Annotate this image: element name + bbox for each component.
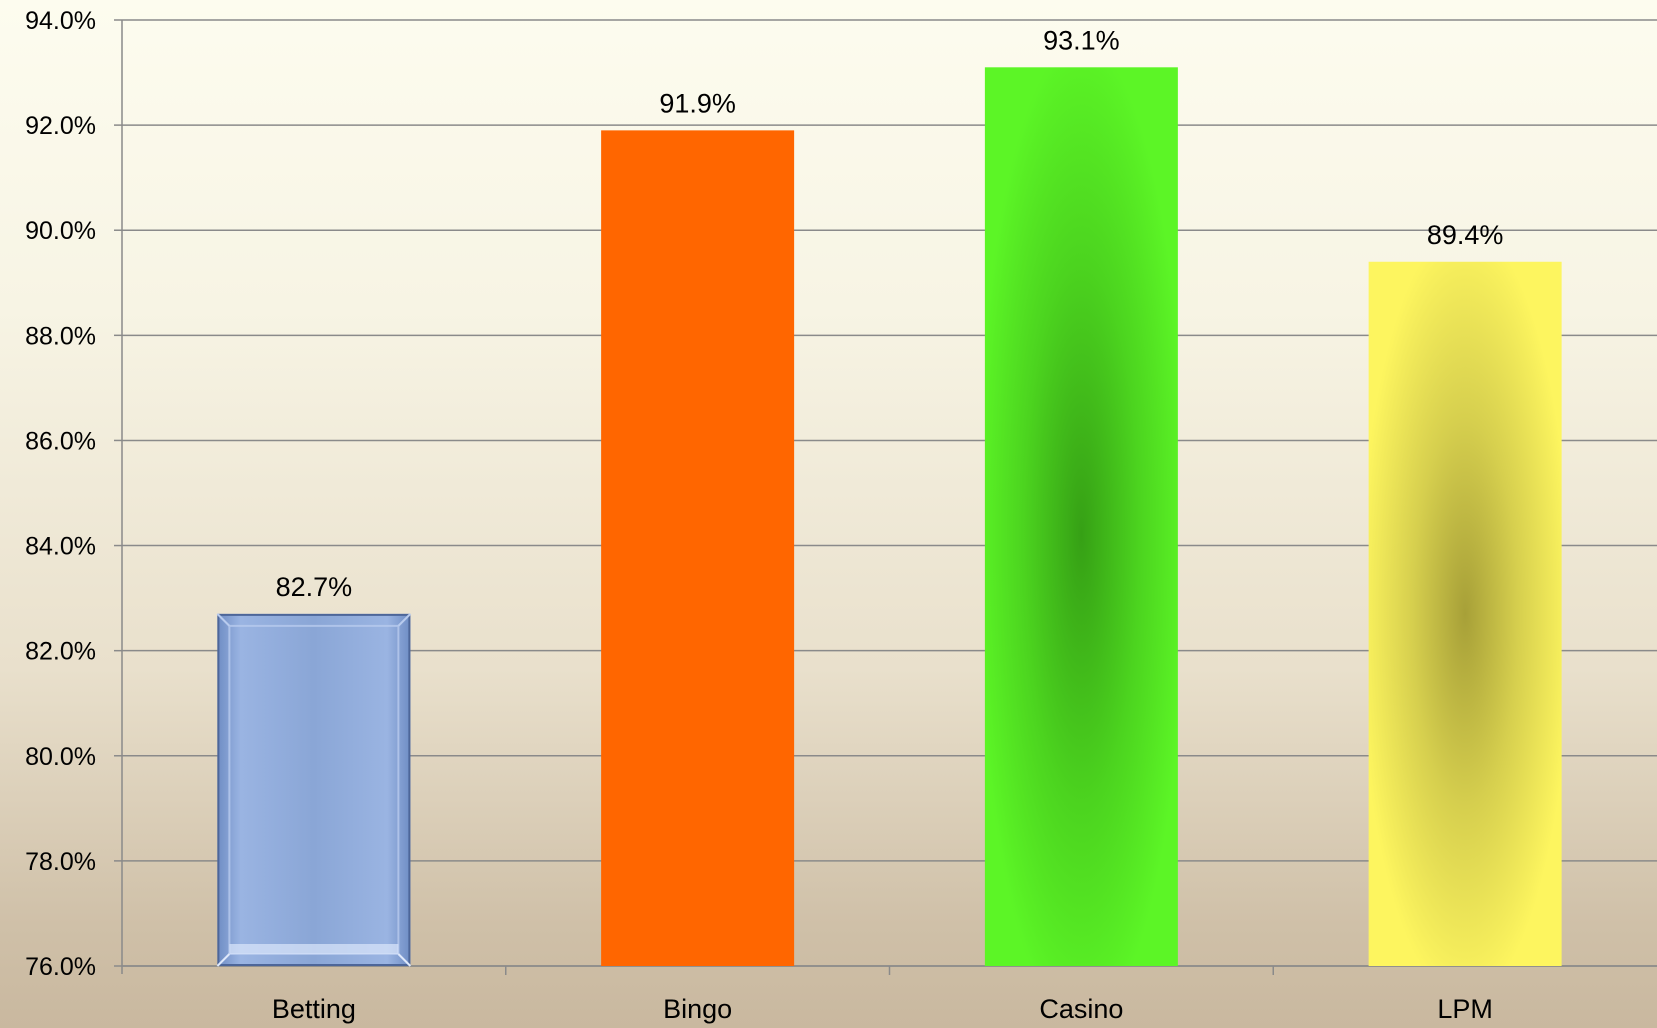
data-label-bingo: 91.9% <box>659 88 736 118</box>
y-tick-label: 80.0% <box>25 743 96 771</box>
bar-betting <box>217 613 411 966</box>
x-tick-label-betting: Betting <box>272 994 356 1024</box>
x-tick-label-lpm: LPM <box>1437 994 1493 1024</box>
y-tick-label: 94.0% <box>25 7 96 35</box>
data-label-casino: 93.1% <box>1043 25 1120 55</box>
x-tick-label-bingo: Bingo <box>663 994 732 1024</box>
bar-betting-bevel-corner <box>397 613 412 627</box>
y-tick-label: 76.0% <box>25 953 96 981</box>
bar-bingo <box>601 130 795 966</box>
bar-betting-bevel-corner <box>397 953 412 967</box>
bar-betting-bevel-corner <box>216 613 231 627</box>
y-tick-label: 78.0% <box>25 848 96 876</box>
bar-betting-border <box>217 613 411 967</box>
y-tick-label: 84.0% <box>25 533 96 561</box>
data-label-lpm: 89.4% <box>1427 220 1504 250</box>
y-tick-label: 90.0% <box>25 217 96 245</box>
y-tick-label: 88.0% <box>25 322 96 350</box>
y-tick-label: 86.0% <box>25 427 96 455</box>
bar-betting-bevel-corner <box>216 953 231 967</box>
bar-casino <box>984 67 1178 967</box>
labels: 76.0% 78.0% 80.0% 82.0% 84.0% 86.0% 88.0% 90.0%… <box>25 7 1503 1024</box>
bar-betting-highlight <box>229 944 399 954</box>
bars <box>216 67 1562 967</box>
y-tick-label: 82.0% <box>25 638 96 666</box>
data-label-betting: 82.7% <box>276 572 353 602</box>
bar-lpm <box>1368 261 1562 966</box>
y-tick-label: 92.0% <box>25 112 96 140</box>
x-tick-label-casino: Casino <box>1039 994 1123 1024</box>
